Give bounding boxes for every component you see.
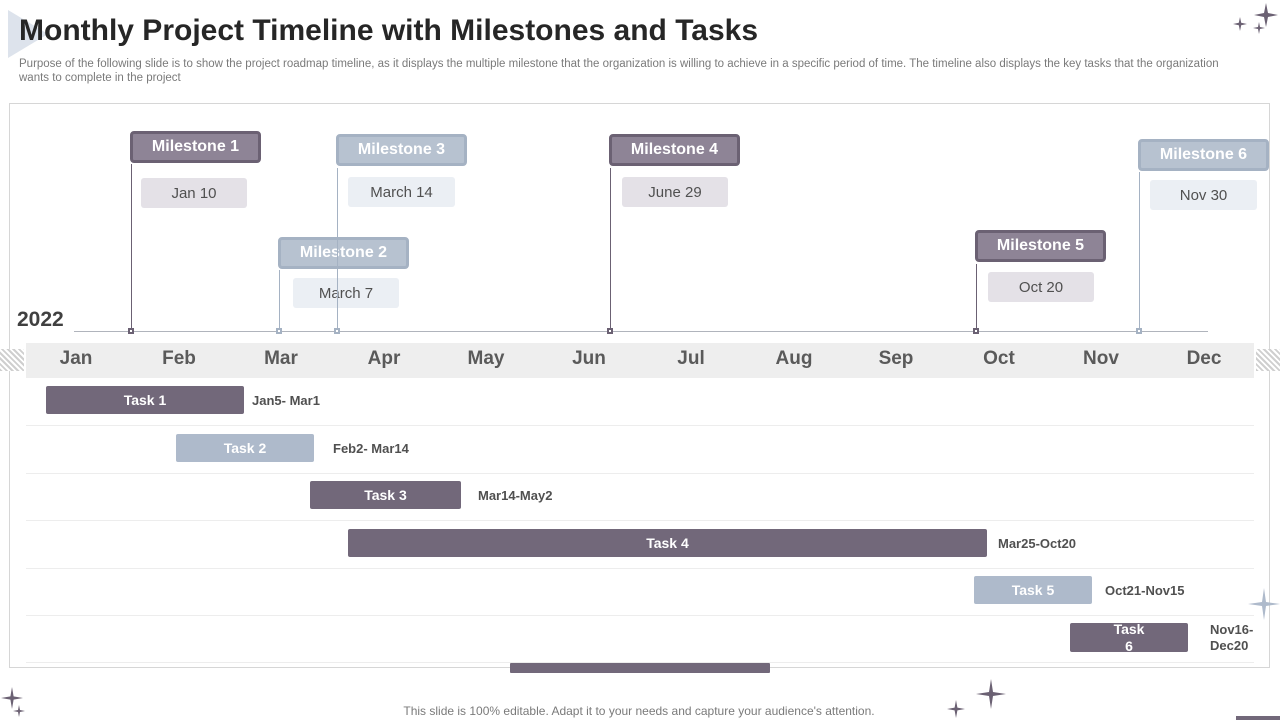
sparkle-icon <box>1254 3 1278 27</box>
month-header-band <box>26 343 1254 378</box>
milestone-stem <box>131 164 132 331</box>
milestone-stem <box>1139 172 1140 331</box>
sparkle-icon <box>1248 588 1280 620</box>
milestone-1-label: Milestone 1 <box>130 131 261 163</box>
month-label: Sep <box>878 348 914 369</box>
task-2-bar: Task 2 <box>176 434 314 462</box>
milestone-marker <box>973 328 979 334</box>
task-6-bar: Task 6 <box>1070 621 1188 654</box>
year-label: 2022 <box>17 308 64 331</box>
hatch-decoration-right <box>1256 349 1280 371</box>
sparkle-icon <box>1 687 23 709</box>
month-label: Oct <box>983 348 1015 369</box>
task-4-bar: Task 4 <box>348 529 987 557</box>
task-5-range: Oct21-Nov15 <box>1105 583 1185 598</box>
milestone-stem <box>279 270 280 331</box>
milestone-marker <box>128 328 134 334</box>
task-row-divider <box>26 520 1254 521</box>
month-label: Jan <box>59 348 93 369</box>
sparkle-icon <box>1253 22 1265 34</box>
task-1-bar: Task 1 <box>46 386 244 414</box>
month-label: Nov <box>1083 348 1119 369</box>
milestone-5-date: Oct 20 <box>988 272 1094 302</box>
month-label: May <box>467 348 505 369</box>
corner-bar-decoration <box>1236 716 1280 720</box>
milestone-stem <box>976 264 977 331</box>
milestone-6-date: Nov 30 <box>1150 180 1257 210</box>
milestone-marker <box>607 328 613 334</box>
task-3-bar: Task 3 <box>310 481 461 509</box>
task-2-range: Feb2- Mar14 <box>333 441 409 456</box>
milestone-marker <box>334 328 340 334</box>
milestone-3-label: Milestone 3 <box>336 134 467 166</box>
hatch-decoration-left <box>0 349 24 371</box>
month-label: Jun <box>572 348 606 369</box>
task-6-range: Nov16- Dec20 <box>1210 622 1254 653</box>
task-row-divider <box>26 425 1254 426</box>
milestone-4-label: Milestone 4 <box>609 134 740 166</box>
page-subtitle: Purpose of the following slide is to sho… <box>19 58 1219 84</box>
task-row-divider <box>26 615 1254 616</box>
sparkle-icon <box>976 679 1006 709</box>
task-4-range: Mar25-Oct20 <box>998 536 1077 551</box>
milestone-6-label: Milestone 6 <box>1138 139 1269 171</box>
task-row-divider <box>26 662 1254 663</box>
corner-triangle-decoration <box>8 10 48 58</box>
task-row-divider <box>26 568 1254 569</box>
sparkle-icon <box>13 705 25 717</box>
month-label: Feb <box>162 348 196 369</box>
timeline-axis <box>74 331 1208 332</box>
milestone-marker <box>1136 328 1142 334</box>
month-label: Jul <box>677 348 705 369</box>
milestone-marker <box>276 328 282 334</box>
milestone-stem <box>337 168 338 331</box>
decorative-bar <box>510 663 770 673</box>
milestone-stem <box>610 168 611 331</box>
month-label: Dec <box>1186 348 1222 369</box>
month-label: Mar <box>264 348 298 369</box>
milestone-2-date: March 7 <box>293 278 399 308</box>
page-title: Monthly Project Timeline with Milestones… <box>19 14 759 47</box>
sparkle-icon <box>947 700 965 718</box>
milestone-3-date: March 14 <box>348 177 455 207</box>
month-label: Apr <box>367 348 401 369</box>
milestone-5-label: Milestone 5 <box>975 230 1106 262</box>
task-1-range: Jan5- Mar1 <box>252 393 320 408</box>
month-label: Aug <box>775 348 813 369</box>
footer-note: This slide is 100% editable. Adapt it to… <box>403 704 875 718</box>
task-row-divider <box>26 473 1254 474</box>
milestone-4-date: June 29 <box>622 177 728 207</box>
task-3-range: Mar14-May2 <box>478 488 553 503</box>
milestone-2-label: Milestone 2 <box>278 237 409 269</box>
task-5-bar: Task 5 <box>974 576 1092 604</box>
sparkle-icon <box>1233 17 1247 31</box>
milestone-1-date: Jan 10 <box>141 178 247 208</box>
